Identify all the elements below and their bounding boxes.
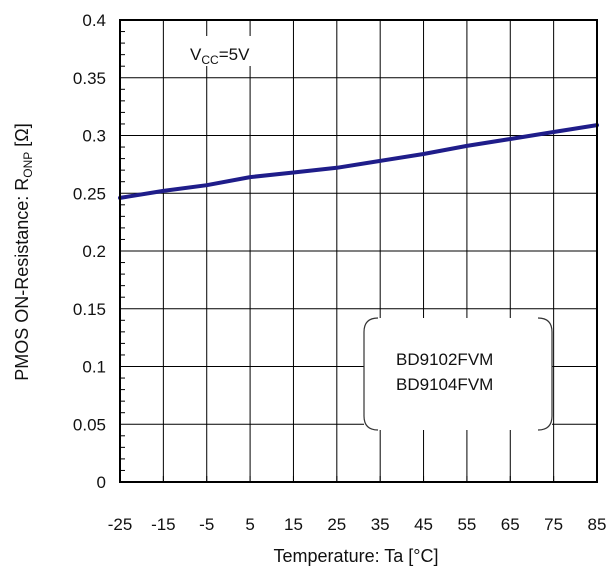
y-tick-label: 0 [97,473,106,492]
device-box-left-bracket [363,317,379,431]
y-tick-label: 0.3 [82,127,106,146]
condition-subscript: CC [201,53,219,67]
x-tick-label: -5 [199,515,214,534]
x-tick-label: 25 [327,515,346,534]
y-tick-label: 0.4 [82,11,106,30]
condition-annotation-background [182,36,282,66]
device-label-2: BD9104FVM [396,375,493,394]
x-tick-label: 45 [414,515,433,534]
x-tick-label: 55 [457,515,476,534]
x-tick-label: -15 [151,515,176,534]
condition-annotation: VCC=5V [190,45,250,67]
x-tick-label: -25 [108,515,133,534]
series-line [118,123,599,200]
x-tick-label: 35 [371,515,390,534]
y-tick-label: 0.15 [73,300,106,319]
x-tick-label: 5 [245,515,254,534]
condition-value: =5V [219,45,250,64]
plot-frame [119,19,598,483]
y-axis-label: PMOS ON-Resistance: RONP [Ω] [12,123,35,381]
x-tick-label: 65 [501,515,520,534]
y-tick-label: 0.05 [73,415,106,434]
x-tick-label: 85 [588,515,607,534]
y-tick-label: 0.2 [82,242,106,261]
y-tick-label: 0.25 [73,184,106,203]
series-group [118,123,599,200]
y-axis-label-main: PMOS ON-Resistance: R [12,178,32,381]
x-tick-label: 15 [284,515,303,534]
y-axis-label-subscript: ONP [21,152,35,178]
y-axis-label-unit: [Ω] [12,123,32,151]
device-label-1: BD9102FVM [396,350,493,369]
y-tick-label: 0.1 [82,358,106,377]
x-axis-label: Temperature: Ta [°C] [274,546,439,566]
device-box-background [364,318,552,430]
x-tick-labels: -25 -15 -5 5 15 25 35 45 55 65 75 85 [108,515,607,534]
condition-symbol: V [190,45,202,64]
y-tick-labels: 0 0.05 0.1 0.15 0.2 0.25 0.3 0.35 0.4 [73,11,106,492]
x-tick-label: 75 [544,515,563,534]
device-box-right-bracket [537,317,553,431]
y-tick-label: 0.35 [73,69,106,88]
